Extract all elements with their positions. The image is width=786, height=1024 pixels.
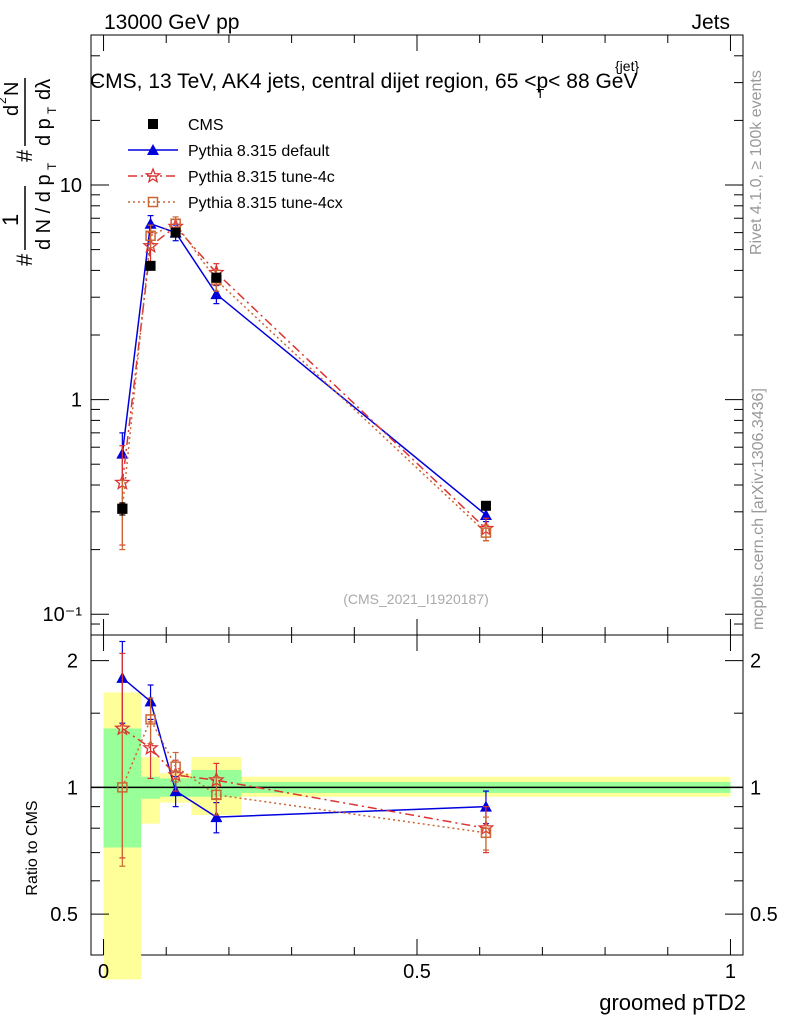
data-point (211, 789, 222, 801)
y-tick-label-ratio: 0.5 (50, 904, 78, 926)
data-point (144, 217, 157, 229)
svg-text:#: # (12, 253, 37, 266)
y-tick-label-ratio: 1 (67, 777, 78, 799)
main-plot-series (113, 215, 495, 551)
data-point (145, 230, 156, 242)
ratio-bands (103, 692, 731, 980)
svg-text:dλ: dλ (33, 79, 55, 100)
legend-label: Pythia 8.315 tune-4c (188, 169, 335, 186)
svg-text:d: d (1, 105, 23, 116)
legend-label: Pythia 8.315 tune-4cx (188, 195, 343, 212)
analysis-id: (CMS_2021_I1920187) (343, 591, 489, 607)
y-tick-label-main: 10 (60, 175, 82, 197)
series-tune4cx (117, 697, 492, 867)
legend-item-default: Pythia 8.315 default (128, 143, 330, 160)
x-tick-label: 0.5 (403, 961, 431, 983)
legend-marker (144, 167, 162, 184)
data-point (117, 782, 128, 793)
series-line (121, 222, 487, 516)
y-axis-label-ratio: Ratio to CMS (24, 800, 41, 895)
legend-item-tune4c: Pythia 8.315 tune-4c (128, 167, 335, 186)
y-tick-label-main: 10⁻¹ (43, 604, 83, 626)
data-point (479, 508, 492, 520)
plot-title-sub: T (536, 86, 544, 101)
data-point (210, 288, 223, 300)
svg-text:T: T (45, 162, 59, 170)
axis-ticks: 0 0.5 1 10 1 10⁻¹ 2 2 1 1 0.5 0.5 (43, 34, 778, 983)
y-tick-label-ratio: 2 (67, 651, 78, 673)
y-axis-label-main: # 1 d N / d p T # d 2 N d p T dλ (0, 78, 59, 266)
y-tick-label-ratio-right: 2 (750, 651, 761, 673)
energy-label: 13000 GeV pp (104, 11, 239, 34)
series-line (121, 225, 487, 530)
svg-text:#: # (12, 149, 37, 162)
svg-text:d p: d p (33, 118, 55, 146)
svg-text:N: N (1, 82, 23, 96)
y-tick-label-main: 1 (71, 390, 82, 412)
svg-text:2: 2 (0, 97, 9, 104)
plot-title-p: p (537, 70, 549, 93)
data-point (117, 503, 128, 514)
x-tick-label: 1 (725, 961, 736, 983)
legend-marker (147, 196, 159, 208)
svg-text:T: T (45, 106, 59, 114)
data-point (480, 827, 492, 839)
series-line (121, 222, 487, 534)
legend-item-data: CMS (148, 117, 224, 134)
data-point (145, 714, 156, 725)
data-point (142, 739, 159, 756)
series-tune4c (114, 652, 495, 859)
y-tick-label-ratio-right: 0.5 (750, 904, 778, 926)
data-point (170, 227, 181, 238)
series-default (116, 215, 492, 523)
series-data (117, 227, 491, 516)
mcplots-label: mcplots.cern.ch [arXiv:1306.3436] (750, 388, 767, 630)
data-point (211, 272, 222, 283)
data-point (480, 500, 491, 511)
svg-text:1: 1 (0, 214, 23, 226)
data-point (480, 527, 492, 538)
series-default (116, 640, 492, 834)
x-tick-label: 0 (98, 961, 109, 983)
y-tick-label-ratio-right: 1 (750, 777, 761, 799)
series-tune4cx (117, 216, 492, 551)
legend-label: CMS (188, 117, 224, 134)
plot-title-sup: {jet} (615, 58, 639, 74)
category-label: Jets (691, 11, 730, 34)
data-point (170, 761, 181, 772)
svg-text:d N / d p: d N / d p (33, 174, 55, 250)
ratio-plot-series (114, 640, 495, 867)
plot-title-suffix: < 88 GeV (548, 70, 637, 93)
plot-title: CMS, 13 TeV, AK4 jets, central dijet reg… (90, 70, 637, 101)
legend-marker (147, 144, 159, 155)
legend: CMS Pythia 8.315 default Pythia 8.315 tune… (128, 117, 343, 212)
legend-marker (148, 119, 158, 129)
series-tune4c (113, 217, 495, 546)
data-point (145, 260, 156, 271)
data-point (142, 237, 159, 254)
x-axis-label: groomed pTD2 (599, 990, 746, 1015)
plot-title-prefix: CMS, 13 TeV, AK4 jets, central dijet reg… (90, 70, 537, 93)
rivet-label: Rivet 4.1.0, ≥ 100k events (748, 70, 765, 255)
legend-label: Pythia 8.315 default (188, 143, 330, 160)
data-point (114, 719, 131, 736)
legend-item-tune4cx: Pythia 8.315 tune-4cx (128, 195, 343, 212)
data-point (210, 811, 223, 823)
